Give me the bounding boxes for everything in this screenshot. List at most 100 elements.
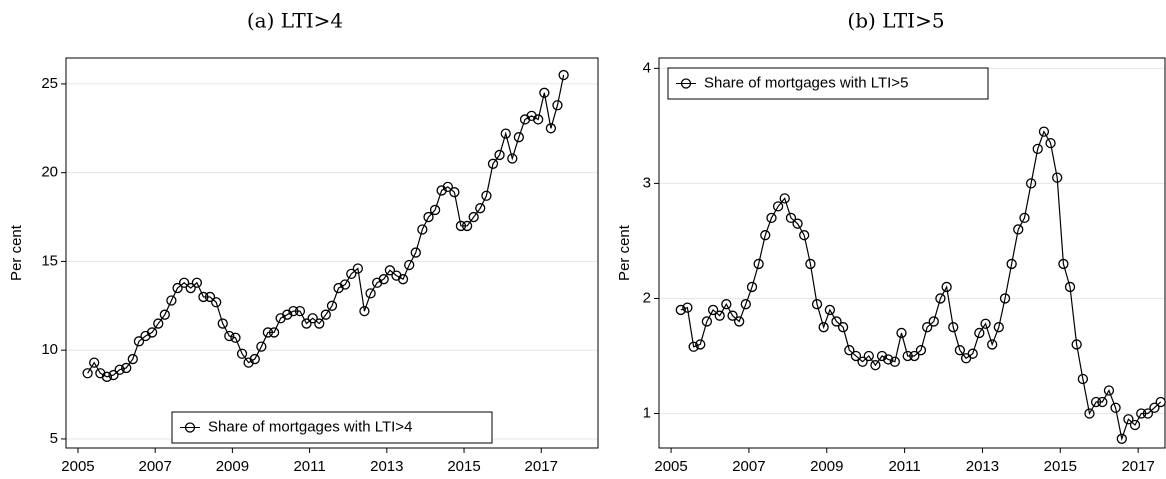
- data-point: [417, 224, 428, 235]
- y-axis-label: Per cent: [616, 224, 633, 281]
- data-point: [121, 362, 132, 374]
- data-point: [513, 132, 525, 143]
- data-point: [746, 281, 758, 293]
- data-point: [1038, 126, 1050, 137]
- y-tick-label: 10: [41, 341, 58, 358]
- data-point: [766, 212, 777, 224]
- data-point: [545, 123, 557, 134]
- data-point: [909, 350, 920, 362]
- data-point: [987, 339, 998, 350]
- data-point: [166, 295, 177, 306]
- data-point: [114, 364, 125, 375]
- data-point: [876, 350, 888, 362]
- x-tick-label: 2015: [447, 458, 480, 475]
- data-point: [785, 212, 797, 224]
- data-point: [1097, 396, 1108, 408]
- data-point: [185, 282, 196, 294]
- data-point: [249, 353, 260, 365]
- data-point: [256, 341, 267, 352]
- data-point: [954, 345, 966, 356]
- data-point: [707, 304, 719, 316]
- data-point: [1155, 396, 1166, 408]
- data-point: [753, 258, 764, 270]
- data-point: [468, 211, 479, 223]
- data-point: [558, 69, 569, 81]
- data-point: [1013, 224, 1024, 235]
- y-tick-label: 3: [643, 174, 651, 191]
- panel-title: (a) LTI>4: [247, 9, 343, 33]
- data-point: [805, 258, 816, 270]
- data-point: [1149, 402, 1160, 413]
- x-tick-label: 2009: [810, 458, 843, 475]
- data-point: [948, 322, 959, 333]
- data-point: [82, 368, 93, 379]
- data-point: [282, 309, 293, 320]
- data-point: [378, 274, 389, 285]
- y-axis-label: Per cent: [8, 224, 25, 281]
- data-point: [1129, 419, 1141, 431]
- x-tick-label: 2005: [61, 458, 94, 475]
- y-tick-label: 1: [643, 404, 651, 421]
- data-point: [507, 153, 518, 164]
- data-point: [481, 190, 492, 201]
- data-point: [811, 299, 823, 310]
- data-point: [533, 114, 544, 125]
- data-point: [1025, 178, 1037, 189]
- data-point: [779, 193, 790, 204]
- data-point: [1077, 373, 1089, 385]
- legend-label: Share of mortgages with LTI>5: [704, 74, 908, 91]
- data-point: [384, 265, 396, 276]
- data-point: [1006, 258, 1017, 270]
- data-point: [883, 354, 894, 365]
- data-point: [902, 350, 913, 362]
- data-point: [980, 318, 991, 329]
- plot-frame: [658, 57, 1166, 449]
- data-point: [1084, 408, 1095, 419]
- data-point: [204, 291, 216, 303]
- data-point: [397, 274, 409, 285]
- data-point: [896, 327, 907, 339]
- data-point: [974, 327, 985, 339]
- data-point: [243, 357, 254, 368]
- data-point: [346, 268, 357, 280]
- data-point: [1019, 212, 1030, 224]
- data-point: [127, 353, 138, 365]
- data-point: [688, 341, 699, 352]
- data-point: [172, 282, 183, 294]
- y-tick-label: 20: [41, 164, 58, 181]
- data-point: [307, 313, 318, 324]
- series-line: [680, 130, 1162, 442]
- data-point: [1116, 433, 1127, 444]
- data-point: [1142, 408, 1154, 419]
- data-point: [230, 332, 241, 343]
- series-line: [87, 74, 565, 378]
- data-point: [475, 203, 486, 214]
- data-point: [404, 259, 415, 271]
- data-point: [339, 279, 351, 290]
- data-point: [1064, 281, 1076, 293]
- data-point: [539, 87, 550, 98]
- legend-box: [667, 67, 989, 100]
- data-point: [108, 369, 119, 381]
- x-tick-label: 2013: [966, 458, 999, 475]
- data-point: [870, 360, 881, 371]
- data-point: [863, 350, 874, 362]
- legend-marker: [184, 422, 196, 433]
- data-point: [1123, 414, 1134, 425]
- data-point: [442, 181, 453, 193]
- data-point: [217, 318, 228, 329]
- x-tick-label: 2009: [216, 458, 249, 475]
- data-point: [857, 356, 868, 367]
- data-point: [198, 291, 209, 303]
- data-point: [1110, 402, 1121, 413]
- data-point: [734, 316, 745, 327]
- y-tick-label: 5: [50, 430, 58, 447]
- legend-marker: [680, 78, 692, 89]
- data-point: [999, 293, 1011, 304]
- data-point: [159, 309, 170, 320]
- data-point: [993, 322, 1004, 333]
- y-tick-label: 15: [41, 252, 58, 269]
- data-point: [436, 185, 447, 196]
- data-point: [268, 327, 280, 338]
